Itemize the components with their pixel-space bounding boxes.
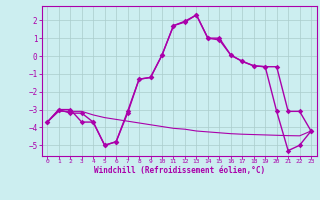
- X-axis label: Windchill (Refroidissement éolien,°C): Windchill (Refroidissement éolien,°C): [94, 166, 265, 175]
